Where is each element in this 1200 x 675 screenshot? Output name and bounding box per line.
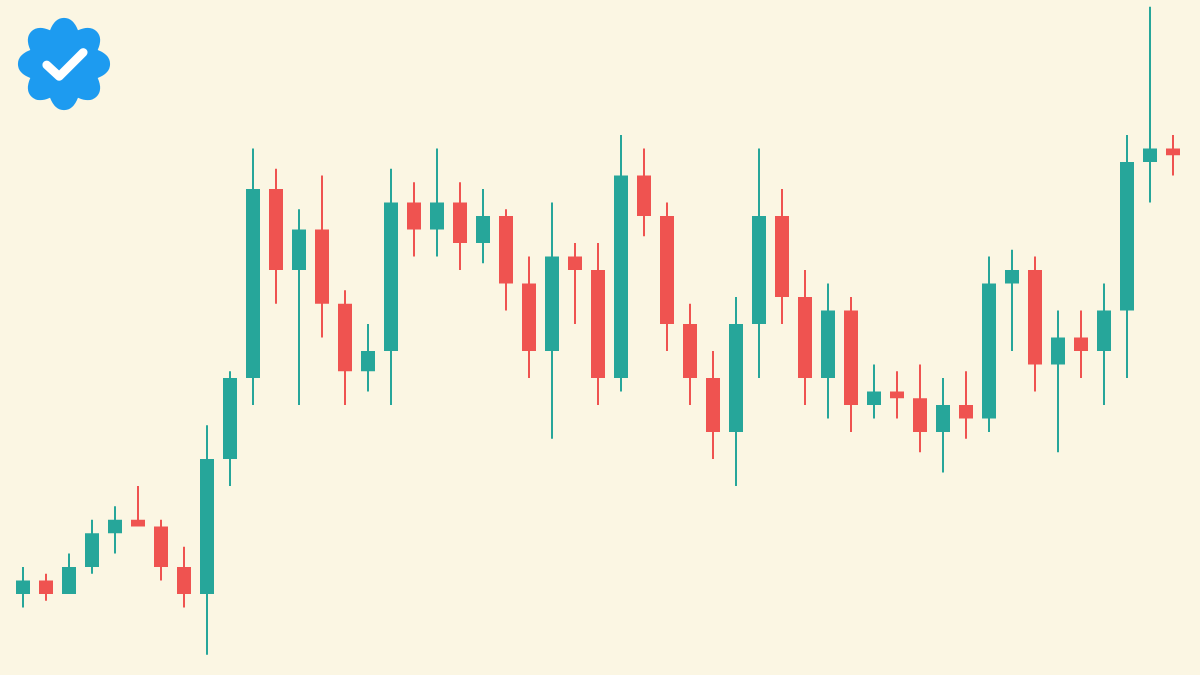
candlestick-chart — [0, 0, 1200, 675]
chart-container — [0, 0, 1200, 675]
verified-badge-icon — [16, 16, 112, 112]
